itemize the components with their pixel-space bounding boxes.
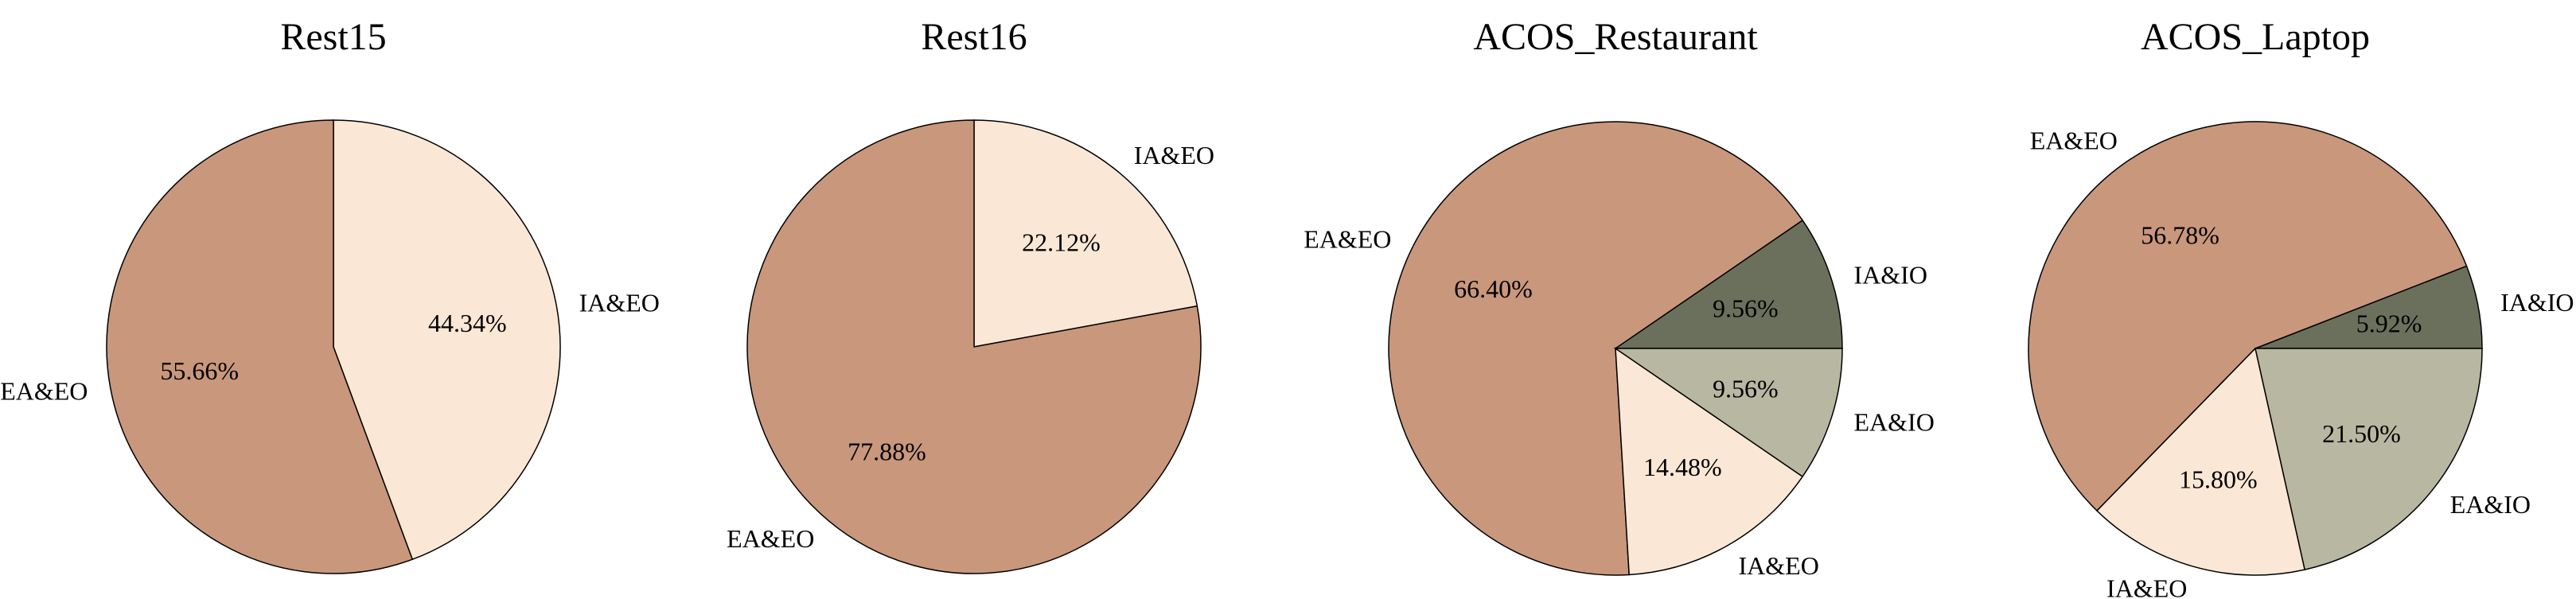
- slice-category-label: IA&IO: [1854, 260, 1927, 289]
- slice-percent-label: 56.78%: [2141, 220, 2219, 249]
- pie-slice-ia-eo: [1615, 347, 1804, 576]
- slice-category-label: EA&EO: [727, 524, 814, 553]
- pie-chart-acos-restaurant: ACOS_Restaurant 9.56% IA&IO 66.40% EA&EO 14.4…: [1304, 16, 1935, 580]
- slice-category-label: IA&IO: [2500, 288, 2574, 317]
- pie-slice-ea-eo: [746, 119, 1202, 574]
- pie-slice-ea-io: [1613, 348, 1843, 478]
- slice-category-label: IA&EO: [1739, 551, 1819, 580]
- chart-title: Rest16: [921, 16, 1027, 58]
- pie-chart-acos-laptop: ACOS_Laptop 5.92% IA&IO 56.78% EA&EO 15.80% IA…: [2028, 16, 2574, 599]
- slice-category-label: EA&EO: [0, 377, 88, 406]
- slice-percent-label: 9.56%: [1713, 375, 1779, 403]
- slice-percent-label: 21.50%: [2322, 419, 2401, 448]
- slice-percent-label: 77.88%: [848, 437, 926, 465]
- slice-percent-label: 9.56%: [1713, 294, 1779, 322]
- slice-percent-label: 44.34%: [428, 309, 507, 337]
- pie-slice-ia-io: [1613, 219, 1843, 349]
- pie-slice-ea-eo: [1388, 121, 1804, 576]
- slice-percent-label: 15.80%: [2179, 465, 2258, 494]
- pie-slice-ea-eo: [106, 119, 414, 574]
- pie-slice-ia-eo: [2095, 347, 2306, 576]
- chart-title: ACOS_Laptop: [2141, 16, 2370, 58]
- pie-slice-ia-eo: [333, 119, 561, 561]
- pie-chart-rest15: Rest15 44.34% IA&EO 55.66% EA&EO: [0, 16, 660, 574]
- slice-category-label: EA&IO: [2450, 490, 2531, 519]
- slice-category-label: EA&IO: [1854, 408, 1935, 437]
- chart-title: ACOS_Restaurant: [1473, 16, 1758, 58]
- slice-category-label: IA&EO: [1134, 141, 1214, 169]
- slice-percent-label: 55.66%: [160, 356, 239, 385]
- pie-slice-ea-eo: [2028, 121, 2468, 512]
- pie-chart-rest16: Rest16 22.12% IA&EO 77.88% EA&EO: [727, 16, 1214, 574]
- slice-percent-label: 14.48%: [1643, 453, 1722, 481]
- slice-percent-label: 66.40%: [1454, 274, 1533, 303]
- pie-slice-ia-eo: [973, 119, 1198, 348]
- chart-title: Rest15: [280, 16, 386, 58]
- pie-slice-ea-io: [2254, 348, 2483, 571]
- slice-category-label: EA&EO: [1304, 224, 1391, 253]
- slice-percent-label: 5.92%: [2356, 309, 2422, 337]
- slice-category-label: IA&EO: [579, 289, 660, 317]
- slice-percent-label: 22.12%: [1022, 228, 1101, 257]
- slice-category-label: IA&EO: [2106, 574, 2187, 599]
- slice-category-label: EA&EO: [2030, 126, 2118, 155]
